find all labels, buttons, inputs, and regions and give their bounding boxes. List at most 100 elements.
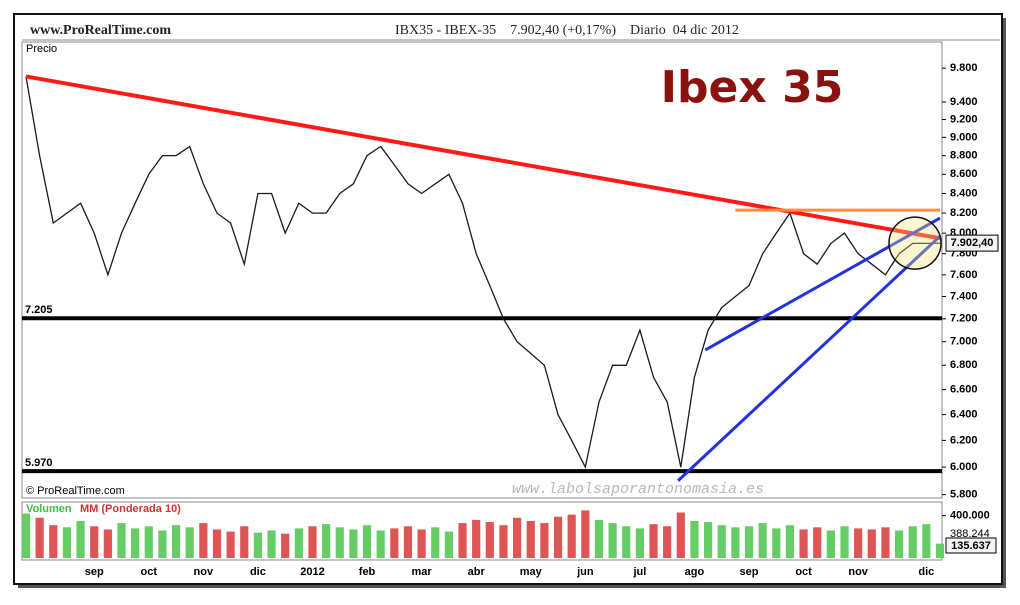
volume-bar [840,526,849,558]
level-label: 5.970 [25,457,53,469]
price-panel [21,41,943,499]
level-label: 7.205 [25,304,53,316]
volume-bar [717,525,726,558]
volume-bar [731,527,740,558]
volume-bar [785,525,795,558]
x-tick-label: dic [250,566,266,578]
y-label: Precio [26,43,57,55]
volume-bar [90,526,99,558]
volume-bar [349,529,358,558]
x-tick-label: ago [685,566,705,578]
last-price-label: 7.902,40 [951,237,994,249]
x-tick-label: may [520,566,543,578]
volume-tick-label: 400.000 [950,510,990,522]
volume-bar [581,510,590,558]
trend-line [704,216,941,352]
volume-bar [212,529,222,558]
y-tick-label: 5.800 [950,489,978,501]
volume-bar [744,526,754,558]
volume-bar [240,526,249,558]
chart-title: Ibex 35 [661,62,844,113]
volume-bar [772,528,781,558]
y-tick-label: 7.000 [950,336,978,348]
volume-bar [131,528,140,558]
x-tick-label: jun [576,566,594,578]
volume-bar [376,530,385,558]
volume-bar [553,516,563,558]
x-tick-label: jul [632,566,646,578]
y-tick-label: 6.800 [950,359,978,371]
y-tick-label: 9.800 [950,62,978,74]
y-tick-label: 6.400 [950,408,978,420]
volume-bar [485,522,494,558]
x-tick-label: oct [795,566,812,578]
volume-bar [49,525,58,558]
volume-bar [390,528,399,558]
y-tick-label: 9.200 [950,113,978,125]
volume-bar [21,513,31,558]
volume-bar [335,527,344,558]
copyright: © ProRealTime.com [26,485,125,497]
volume-title: Volumen [26,503,72,515]
x-tick-label: mar [412,566,433,578]
volume-bar [281,533,290,558]
x-tick-label: dic [918,566,934,578]
volume-bar [185,527,194,558]
volume-last-box [945,537,997,554]
volume-bar [253,532,263,558]
volume-bar [103,529,112,558]
volume-bar [894,530,904,558]
volume-bar [513,517,522,558]
volume-bar [526,520,535,558]
volume-bar [362,525,372,558]
volume-last-label: 135.637 [951,540,991,552]
y-tick-label: 6.600 [950,383,978,395]
volume-bar [308,526,317,558]
x-tick-label: nov [194,566,214,578]
volume-ma-title: MM (Ponderada 10) [80,503,181,515]
volume-bar [594,519,604,558]
volume-bar [881,527,890,558]
volume-bar [35,517,44,558]
volume-bar [444,531,453,558]
volume-bar [826,530,835,558]
volume-bar [540,523,549,558]
volume-bar [935,543,945,558]
volume-bar [322,524,331,558]
volume-bar [117,523,126,558]
volume-bar [635,528,644,558]
y-tick-label: 8.600 [950,168,978,180]
y-tick-label: 7.600 [950,269,978,281]
volume-ma-label: 388.244 [950,528,990,540]
volume-bar [908,526,917,558]
y-tick-label: 6.200 [950,434,978,446]
y-tick-label: 9.000 [950,131,978,143]
y-tick-label: 8.800 [950,150,978,162]
volume-bar [867,529,876,558]
volume-bar [608,523,617,558]
volume-bar [294,528,303,558]
volume-bar [431,527,440,558]
volume-bar [854,528,863,558]
x-tick-label: abr [468,566,486,578]
volume-bar [76,520,85,558]
volume-bar [472,519,481,558]
volume-bar [649,524,658,558]
y-tick-label: 9.400 [950,96,978,108]
volume-bar [144,526,153,558]
volume-bar [663,526,672,558]
header: IBX35 - IBEX-35 7.902,40 (+0,17%) Diario… [395,23,739,38]
volume-bar [922,524,931,558]
volume-bar [690,520,699,558]
y-tick-label: 8.200 [950,207,978,219]
y-tick-label: 6.000 [950,461,978,473]
x-tick-label: feb [359,566,376,578]
volume-bar [417,529,426,558]
volume-bar [158,530,167,558]
volume-bar [622,526,631,558]
x-tick-label: oct [141,566,158,578]
volume-bar [171,525,181,558]
y-tick-label: 7.800 [950,248,978,260]
